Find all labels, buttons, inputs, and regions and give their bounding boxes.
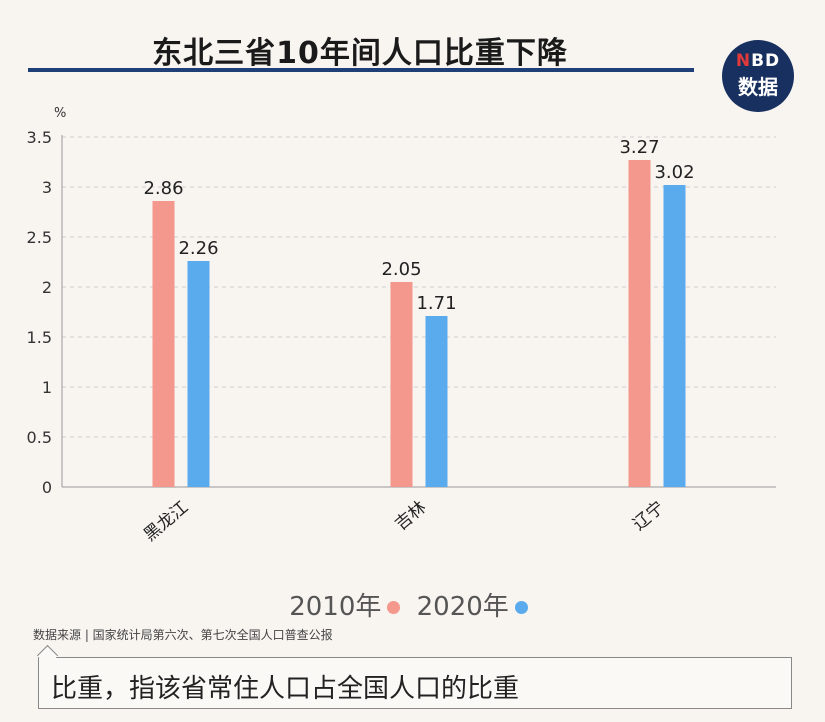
logo-text: BD: [751, 51, 781, 71]
title-underline: [28, 68, 694, 72]
y-tick-label: 3: [42, 178, 52, 197]
nbd-logo: NBD 数据: [722, 40, 794, 112]
y-tick-label: 2: [42, 278, 52, 297]
logo-subtext: 数据: [738, 75, 778, 99]
legend-swatch-2020: [514, 601, 528, 614]
y-tick-label: 0: [42, 478, 52, 497]
bar-2010: [628, 160, 651, 487]
data-label: 1.71: [416, 293, 456, 314]
bar-2020: [187, 261, 210, 487]
y-tick-label: 1: [42, 378, 52, 397]
legend-label-2010: 2010年: [289, 592, 382, 622]
x-tick-label: 黑龙江: [140, 498, 192, 546]
x-tick-label: 辽宁: [629, 498, 668, 535]
y-tick-label: 1.5: [27, 328, 52, 347]
data-label: 3.02: [654, 162, 694, 183]
data-label: 2.86: [143, 178, 183, 199]
bar-2020: [663, 185, 686, 487]
legend-swatch-2010: [387, 601, 401, 614]
y-tick-label: 3.5: [27, 128, 52, 147]
y-axis-unit: %: [54, 106, 66, 121]
x-tick-label: 吉林: [391, 498, 430, 535]
y-tick-label: 0.5: [27, 428, 52, 447]
y-tick-label: 2.5: [27, 228, 52, 247]
bar-2010: [390, 282, 413, 487]
bar-2020: [425, 316, 448, 487]
note-box: 比重，指该省常住人口占全国人口的比重: [38, 657, 792, 709]
logo-accent-text: N: [735, 51, 752, 71]
bar-chart: % 0 0.5 1 1.5 2 2.5 3 3.5 2.86 2.26 黑龙江 2.05 1.71 吉林 3.…: [27, 106, 776, 546]
chart-title: 东北三省10年间人口比重下降: [152, 36, 568, 71]
chart-legend: 2010年 2020年: [0, 586, 825, 623]
legend-label-2020: 2020年: [416, 592, 509, 622]
bar-2010: [152, 201, 175, 487]
data-label: 2.26: [178, 238, 218, 259]
note-text: 比重，指该省常住人口占全国人口的比重: [51, 674, 520, 704]
data-source: 数据来源 | 国家统计局第六次、第七次全国人口普查公报: [33, 628, 333, 642]
data-label: 2.05: [381, 259, 421, 280]
data-label: 3.27: [619, 137, 659, 158]
